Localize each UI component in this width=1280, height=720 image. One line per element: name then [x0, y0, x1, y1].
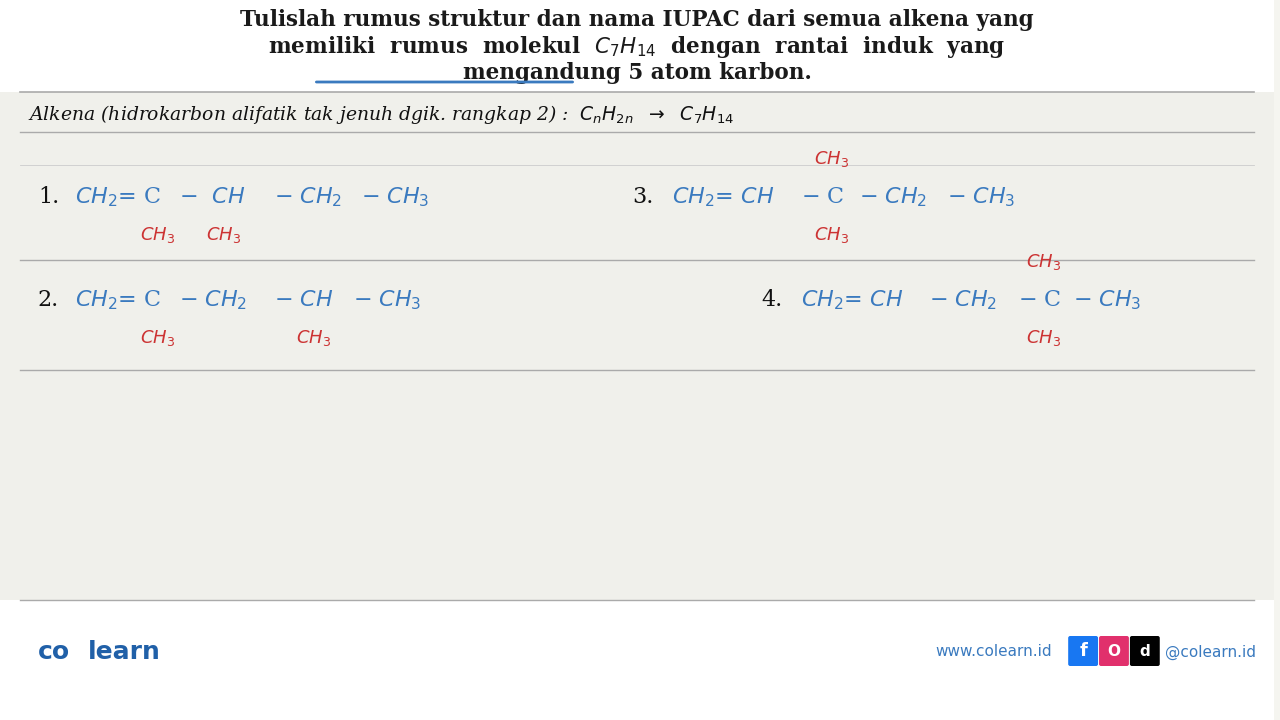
Text: memiliki  rumus  molekul  $\mathit{C_7H_{14}}$  dengan  rantai  induk  yang: memiliki rumus molekul $\mathit{C_7H_{14…: [269, 34, 1006, 60]
Text: $-$ $CH_3$: $-$ $CH_3$: [361, 185, 430, 209]
Text: $CH_2$= C: $CH_2$= C: [74, 185, 161, 209]
Bar: [0, 0, 1275, 130]
Text: 1.: 1.: [38, 186, 59, 208]
Text: @colearn.id: @colearn.id: [1165, 644, 1256, 660]
Text: $CH_3$: $CH_3$: [206, 225, 242, 245]
Text: $-$ $CH_2$: $-$ $CH_2$: [179, 288, 247, 312]
Bar: [0, 600, 1275, 720]
Text: d: d: [1139, 644, 1151, 659]
Text: mengandung 5 atom karbon.: mengandung 5 atom karbon.: [462, 62, 812, 84]
Text: 3.: 3.: [632, 186, 654, 208]
Text: $-$ $CH_3$: $-$ $CH_3$: [947, 185, 1015, 209]
Text: learn: learn: [87, 640, 160, 664]
Text: f: f: [1079, 642, 1087, 660]
Text: $-$  $CH$: $-$ $CH$: [179, 186, 246, 208]
Text: $-$ $CH$: $-$ $CH$: [274, 289, 333, 311]
Text: $-$ C: $-$ C: [1019, 289, 1062, 311]
Text: www.colearn.id: www.colearn.id: [936, 644, 1052, 660]
Text: $CH_3$: $CH_3$: [814, 149, 849, 169]
Text: $-$ $CH_2$: $-$ $CH_2$: [859, 185, 927, 209]
Text: $CH_2$= $CH$: $CH_2$= $CH$: [672, 185, 774, 209]
FancyBboxPatch shape: [1130, 636, 1160, 666]
FancyBboxPatch shape: [1069, 636, 1098, 666]
Text: co: co: [38, 640, 70, 664]
Text: $CH_3$: $CH_3$: [814, 225, 849, 245]
Text: $-$ C: $-$ C: [801, 186, 845, 208]
Text: 2.: 2.: [38, 289, 59, 311]
Text: $CH_3$: $CH_3$: [140, 328, 175, 348]
Text: $CH_2$= $CH$: $CH_2$= $CH$: [801, 288, 904, 312]
Text: $CH_3$: $CH_3$: [1025, 252, 1061, 272]
Bar: [0, 92, 1275, 630]
Text: $CH_3$: $CH_3$: [140, 225, 175, 245]
Text: Alkena (hidrokarbon alifatik tak jenuh dgik. rangkap 2) :  $C_nH_{2n}$  $\righta: Alkena (hidrokarbon alifatik tak jenuh d…: [28, 102, 733, 125]
Text: 4.: 4.: [762, 289, 783, 311]
Text: $CH_3$: $CH_3$: [296, 328, 332, 348]
Text: $-$ $CH_3$: $-$ $CH_3$: [1073, 288, 1142, 312]
Text: $CH_2$= C: $CH_2$= C: [74, 288, 161, 312]
Text: $-$ $CH_2$: $-$ $CH_2$: [929, 288, 997, 312]
Text: $CH_3$: $CH_3$: [1025, 328, 1061, 348]
FancyBboxPatch shape: [1100, 636, 1129, 666]
Text: Tulislah rumus struktur dan nama IUPAC dari semua alkena yang: Tulislah rumus struktur dan nama IUPAC d…: [241, 9, 1034, 31]
Text: $-$ $CH_3$: $-$ $CH_3$: [353, 288, 422, 312]
Text: O: O: [1107, 644, 1120, 659]
Text: $-$ $CH_2$: $-$ $CH_2$: [274, 185, 342, 209]
